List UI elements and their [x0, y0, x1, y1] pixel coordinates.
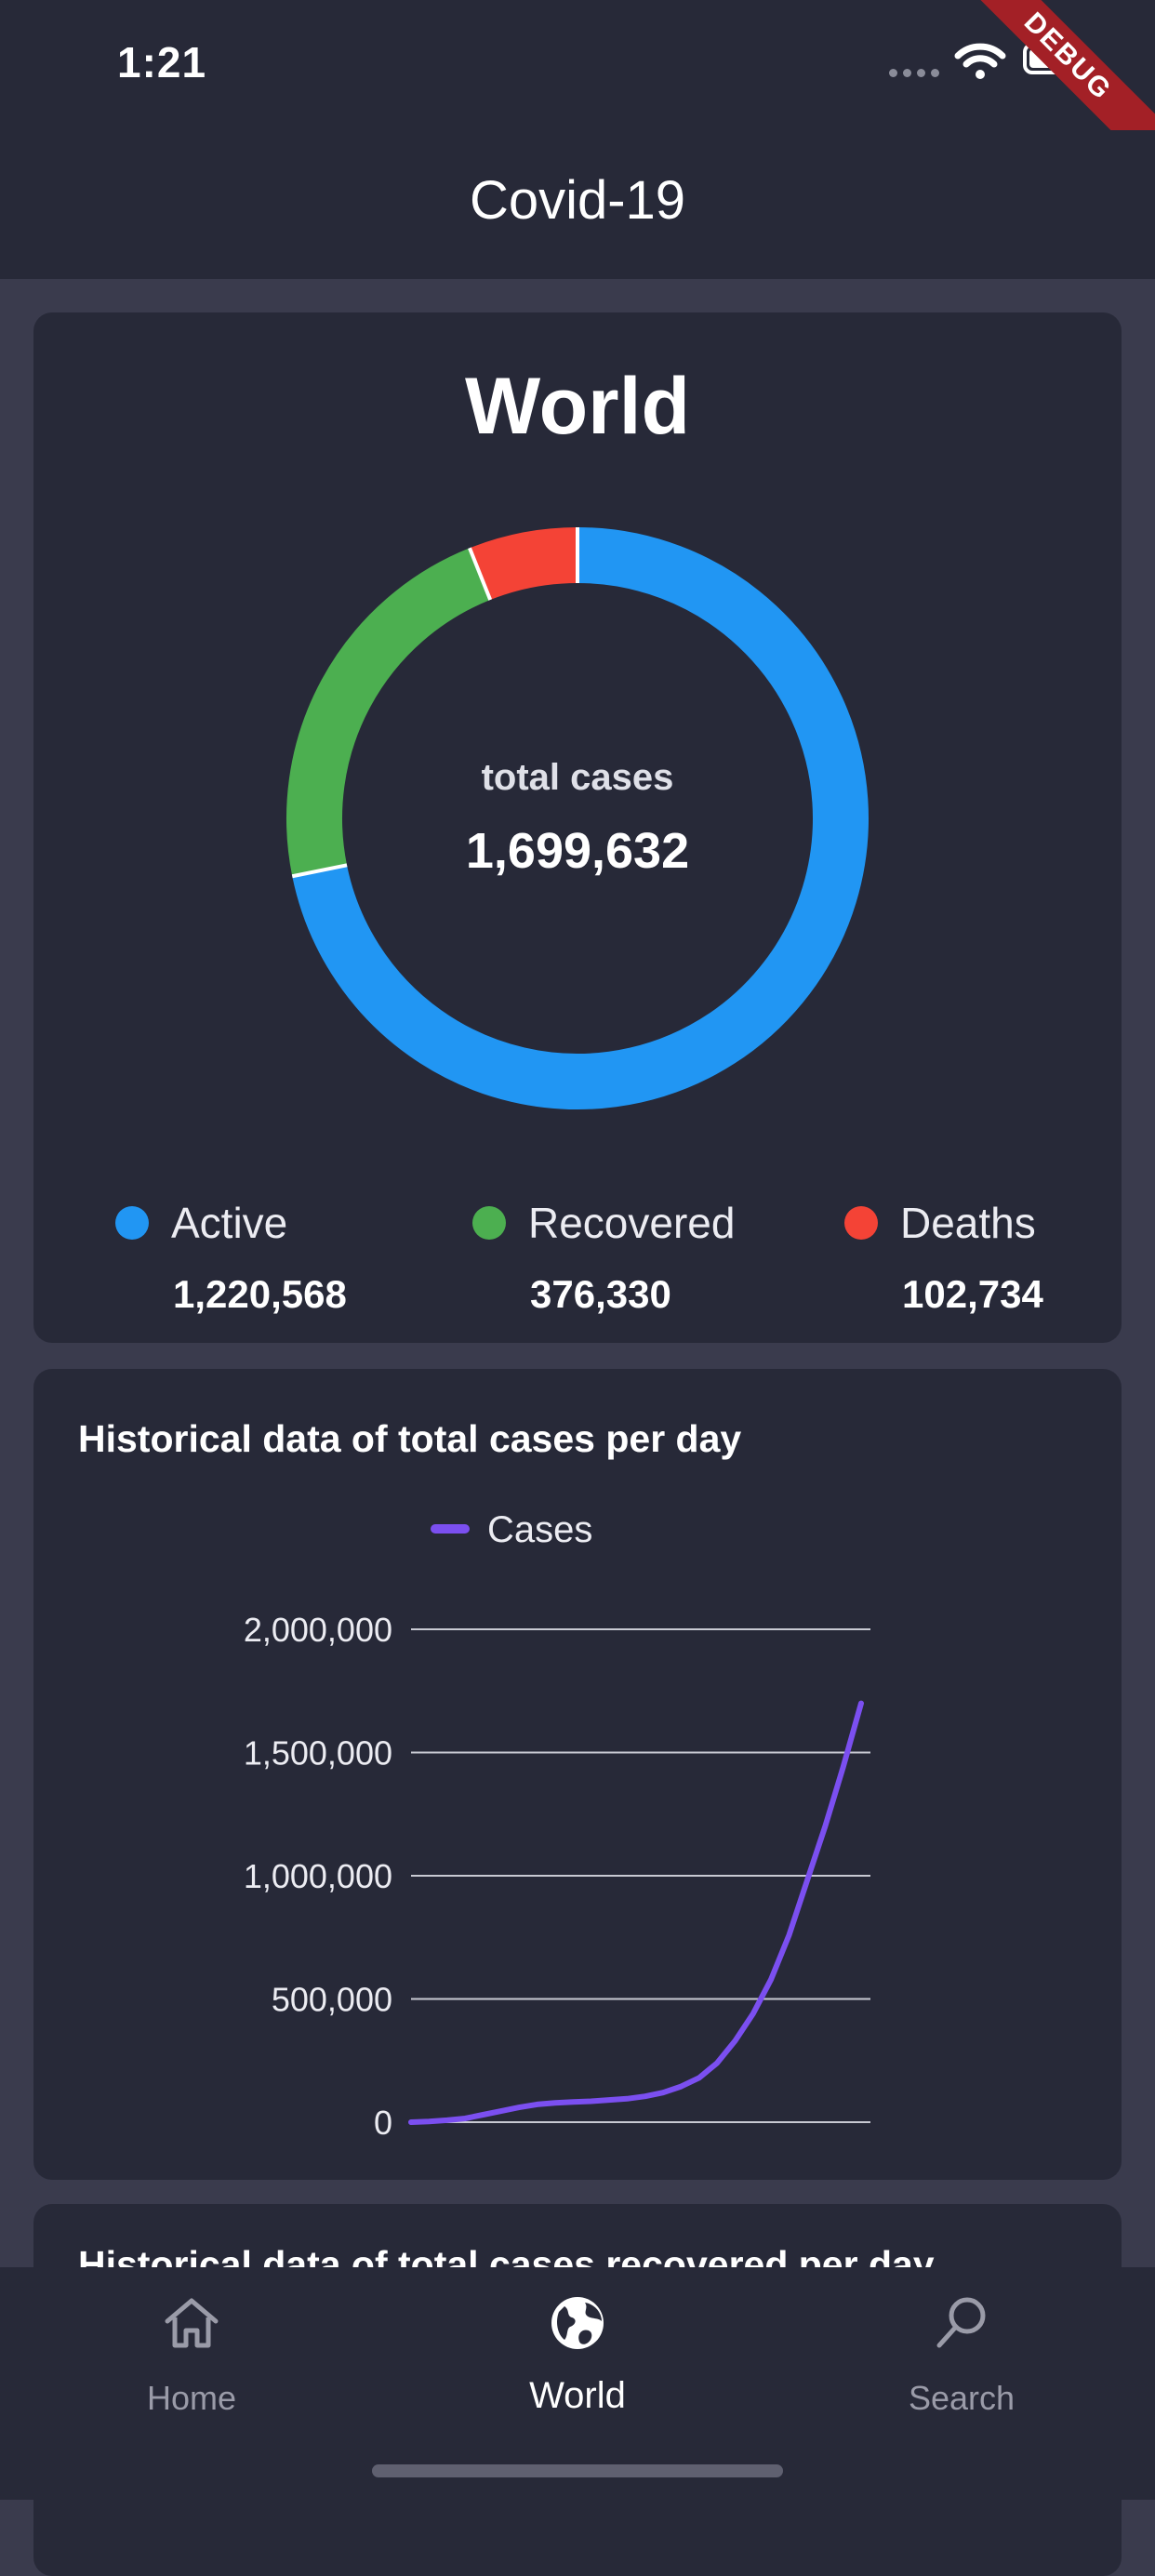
- donut-center-value: 1,699,632: [465, 823, 690, 879]
- donut-center-label: total cases: [481, 757, 674, 798]
- donut-separator: [291, 863, 348, 879]
- legend-cases-label: Cases: [487, 1509, 592, 1550]
- page-title: Covid-19: [469, 170, 686, 231]
- nav-world-label: World: [529, 2375, 626, 2416]
- y-tick-label: 500,000: [272, 1981, 392, 2019]
- recovered-dot-icon: [472, 1206, 506, 1240]
- world-title: World: [464, 362, 691, 451]
- world-summary-card: World total cases 1,699,632 Active 1,220…: [33, 312, 1122, 1343]
- legend-recovered-value: 376,330: [530, 1272, 671, 1316]
- legend-recovered-label: Recovered: [528, 1199, 736, 1247]
- donut-slice-deaths: [469, 527, 578, 601]
- status-time: 1:21: [117, 38, 207, 86]
- legend-deaths-label: Deaths: [900, 1199, 1036, 1247]
- app-bar: Covid-19: [0, 130, 1155, 279]
- cases-chart-title: Historical data of total cases per day: [78, 1417, 742, 1460]
- y-tick-label: 2,000,000: [244, 1611, 392, 1649]
- legend-active-label: Active: [171, 1199, 288, 1247]
- legend-deaths-value: 102,734: [902, 1272, 1043, 1316]
- y-tick-label: 1,000,000: [244, 1857, 392, 1895]
- search-icon: [936, 2297, 986, 2348]
- legend-active-value: 1,220,568: [173, 1272, 347, 1316]
- wifi-icon: [954, 43, 1006, 79]
- bottom-navigation: Home World Search: [0, 2267, 1155, 2500]
- legend-recovered: Recovered: [472, 1198, 735, 1248]
- donut-separator: [468, 547, 493, 601]
- nav-search-label: Search: [908, 2379, 1016, 2417]
- nav-home-label: Home: [146, 2379, 237, 2417]
- cases-line-chart: Cases 0 500,000 1,000,000 1,500,000 2,000,000: [244, 1509, 870, 2142]
- deaths-dot-icon: [844, 1206, 878, 1240]
- status-bar: 1:21 DEBUG: [0, 0, 1155, 171]
- home-icon: [165, 2298, 219, 2348]
- home-indicator: [372, 2464, 783, 2477]
- legend-active: Active: [115, 1198, 287, 1248]
- y-tick-label: 0: [374, 2104, 392, 2142]
- cellular-signal-icon: [889, 69, 939, 77]
- globe-icon: [551, 2297, 604, 2349]
- cases-history-card: Historical data of total cases per day C…: [33, 1369, 1122, 2180]
- y-tick-label: 1,500,000: [244, 1734, 392, 1773]
- donut-slice-recovered: [286, 548, 491, 877]
- donut-slice-active: [292, 527, 869, 1109]
- cases-donut-chart: [286, 527, 869, 1109]
- series-line-cases: [408, 1700, 864, 2125]
- legend-deaths: Deaths: [844, 1198, 1036, 1248]
- active-dot-icon: [115, 1206, 149, 1240]
